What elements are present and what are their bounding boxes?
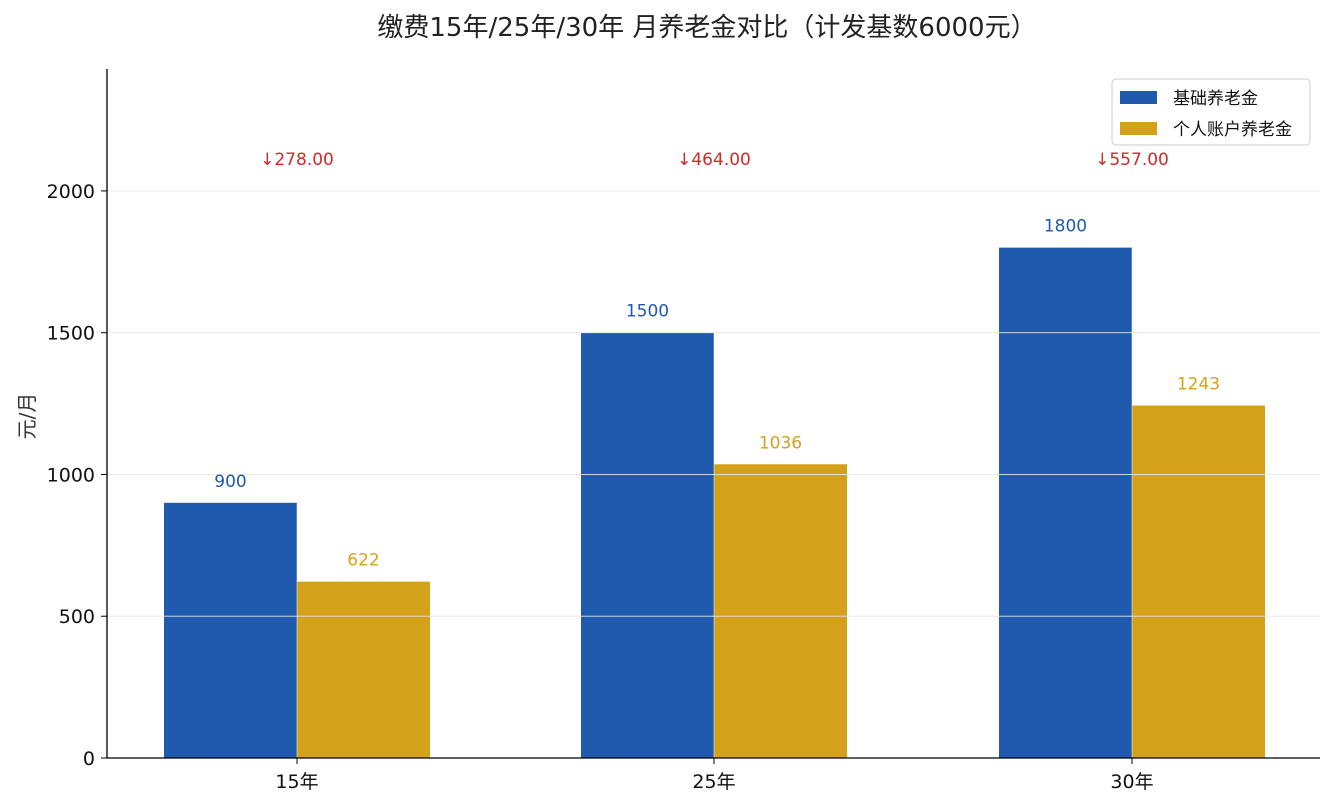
value-label-basic-2: 1800 (1044, 217, 1087, 237)
bar-basic-1 (581, 332, 714, 758)
plot-area: 0 500 1000 1500 2000 15年 25年 30年 900 1500 1800 622 1… (47, 69, 1320, 793)
x-tick-label-2: 30年 (1110, 771, 1153, 793)
value-label-personal-2: 1243 (1177, 375, 1220, 395)
difference-annotation-1: ↓464.00 (677, 150, 751, 170)
y-tick-label-1: 500 (59, 606, 95, 628)
legend-swatch-basic (1120, 91, 1157, 104)
y-tick-label-4: 2000 (47, 181, 95, 203)
x-tick-label-0: 15年 (275, 771, 318, 793)
y-tick-label-0: 0 (83, 748, 95, 770)
bar-personal-1 (714, 464, 847, 758)
bar-basic-0 (164, 502, 297, 758)
bar-personal-2 (1132, 405, 1265, 758)
value-label-basic-0: 900 (214, 472, 246, 492)
chart-title: 缴费15年/25年/30年 月养老金对比（计发基数6000元） (377, 13, 1036, 43)
value-label-personal-0: 622 (347, 551, 379, 571)
legend-box (1111, 78, 1311, 146)
legend-label-personal: 个人账户养老金 (1173, 120, 1292, 140)
y-tick-label-3: 1500 (47, 323, 95, 345)
difference-annotation-2: ↓557.00 (1095, 150, 1169, 170)
difference-annotation-0: ↓278.00 (260, 150, 334, 170)
value-label-personal-1: 1036 (759, 433, 802, 453)
legend-swatch-personal (1120, 122, 1157, 135)
bar-personal-0 (297, 581, 430, 758)
y-tick-label-2: 1000 (47, 464, 95, 486)
y-axis-label: 元/月 (15, 393, 39, 440)
bar-basic-2 (999, 247, 1132, 758)
value-label-basic-1: 1500 (626, 302, 669, 322)
legend-label-basic: 基础养老金 (1173, 89, 1258, 109)
x-tick-label-1: 25年 (692, 771, 735, 793)
